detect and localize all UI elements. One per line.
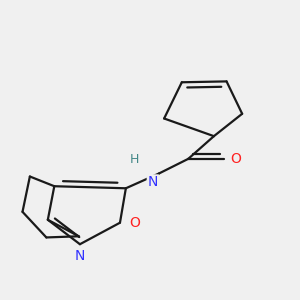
Text: H: H [130,153,140,166]
Text: O: O [230,152,242,166]
Text: N: N [75,249,85,263]
Text: O: O [129,216,140,230]
Text: N: N [148,176,158,189]
